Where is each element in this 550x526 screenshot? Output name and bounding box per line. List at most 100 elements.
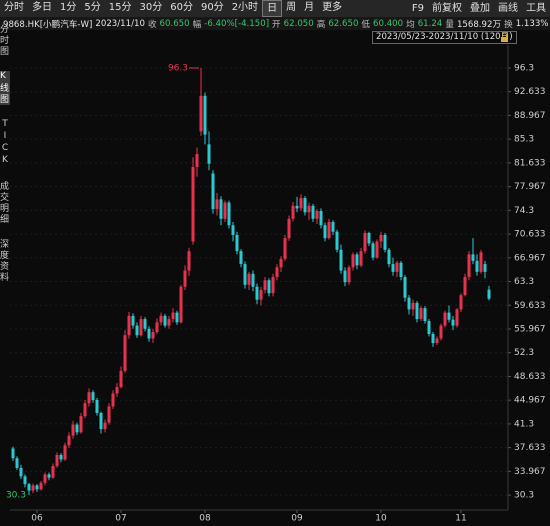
period-tab[interactable]: 日 <box>262 0 283 17</box>
candle-body <box>147 328 151 339</box>
x-tick-label: 11 <box>455 514 466 524</box>
candle-body <box>43 474 47 483</box>
x-tick-label: 10 <box>375 514 387 524</box>
candle-body <box>187 251 191 271</box>
tool-tab[interactable]: F9 <box>411 3 424 14</box>
candle-body <box>443 312 447 326</box>
low-label: 30.3 <box>6 491 26 501</box>
date-range[interactable]: 2023/05/23-2023/11/10 (120日) <box>372 31 517 44</box>
candle-body <box>215 199 219 210</box>
candle-body <box>63 445 67 460</box>
y-tick-label: 63.3 <box>514 277 534 287</box>
candle-body <box>283 238 287 259</box>
y-tick-label: 44.967 <box>514 396 546 406</box>
candle-body <box>243 264 247 285</box>
candle-body <box>387 249 391 265</box>
candle-body <box>203 95 207 135</box>
candle-body <box>351 254 355 268</box>
side-tab[interactable]: 分时图 <box>0 24 8 57</box>
period-tab[interactable]: 多日 <box>32 2 52 13</box>
info-item: 量 <box>445 19 454 30</box>
candle-body <box>139 319 143 336</box>
candle-body <box>159 315 163 323</box>
info-item: 均 <box>406 19 415 30</box>
candle-body <box>227 202 231 226</box>
info-item: 9868.HK[小鹏汽车-W] <box>3 19 93 30</box>
side-tab[interactable]: K线图 <box>0 71 10 105</box>
candle-body <box>447 312 451 320</box>
period-tab[interactable]: 1分 <box>60 2 77 13</box>
candle-body <box>83 403 87 417</box>
candle-body <box>231 225 235 235</box>
info-item: 61.24 <box>417 18 443 29</box>
candle-body <box>31 485 35 491</box>
candle-body <box>247 273 251 285</box>
candle-body <box>131 315 135 326</box>
candle-body <box>471 254 475 261</box>
y-tick-label: 74.3 <box>514 206 534 216</box>
y-tick-label: 33.967 <box>514 467 546 477</box>
candle-body <box>399 262 403 278</box>
candle-body <box>323 225 327 239</box>
candle-body <box>195 154 199 167</box>
candle-body <box>219 199 223 219</box>
period-tab[interactable]: 5分 <box>84 2 101 13</box>
candle-body <box>23 476 27 485</box>
y-tick-label: 41.3 <box>514 419 534 429</box>
candle-body <box>55 454 59 466</box>
y-tick-label: 59.633 <box>514 301 546 311</box>
candle-body <box>259 289 263 300</box>
candle-body <box>339 249 343 271</box>
candle-body <box>347 267 351 283</box>
candle-body <box>439 325 443 339</box>
side-tab[interactable]: 深度资料 <box>0 239 8 283</box>
tool-tab[interactable]: 工具 <box>526 3 546 14</box>
candle-body <box>367 233 371 244</box>
info-item: 2023/11/10 <box>95 18 145 29</box>
side-tab[interactable]: TICK <box>0 119 10 167</box>
x-tick-label: 08 <box>199 514 211 524</box>
candle-body <box>375 241 379 258</box>
info-item: 高 <box>316 19 326 30</box>
candle-body <box>87 392 91 404</box>
candle-body <box>19 467 23 477</box>
candle-body <box>39 482 43 490</box>
candle-body <box>275 267 279 278</box>
candle-body <box>239 251 243 265</box>
period-tab[interactable]: 更多 <box>322 2 343 13</box>
period-tab[interactable]: 周 <box>286 2 297 13</box>
candle-body <box>223 202 227 219</box>
candle-body <box>411 302 415 310</box>
y-tick-label: 30.3 <box>514 491 534 501</box>
candle-body <box>191 166 195 242</box>
candle-body <box>107 406 111 423</box>
period-tab[interactable]: 月 <box>304 2 315 13</box>
tool-tab[interactable]: 画线 <box>498 3 518 14</box>
candle-body <box>15 458 19 468</box>
period-tab[interactable]: 30分 <box>139 2 163 13</box>
candle-body <box>343 270 347 283</box>
tool-tabs: F9 前复权 叠加 画线 工具 <box>408 1 550 16</box>
period-tab[interactable]: 90分 <box>200 2 224 13</box>
period-tab[interactable]: 分时 <box>4 2 24 13</box>
candle-body <box>279 258 283 268</box>
y-tick-label: 48.633 <box>514 372 546 382</box>
period-tab[interactable]: 15分 <box>108 2 132 13</box>
candle-body <box>359 251 363 266</box>
tool-tab[interactable]: 叠加 <box>470 3 490 14</box>
period-tab[interactable]: 60分 <box>170 2 193 13</box>
candle-body <box>35 485 39 490</box>
candle-body <box>271 277 275 294</box>
candle-body <box>143 319 147 329</box>
candle-body <box>199 95 203 132</box>
candle-body <box>463 277 467 296</box>
toolbar: 分时 多日 1分 5分 15分 30分 60分 90分 2小时日周月更多 F9 前复权 叠加 画线 工具 <box>0 0 550 17</box>
tool-tab[interactable]: 前复权 <box>432 3 462 14</box>
period-tab[interactable]: 2小时 <box>231 2 259 13</box>
candle-body <box>163 315 167 326</box>
candle-body <box>263 280 267 290</box>
side-tab[interactable]: 成交明细 <box>0 181 8 225</box>
candle-body <box>119 370 123 388</box>
info-item: -6.40%[-4.150] <box>204 18 270 29</box>
